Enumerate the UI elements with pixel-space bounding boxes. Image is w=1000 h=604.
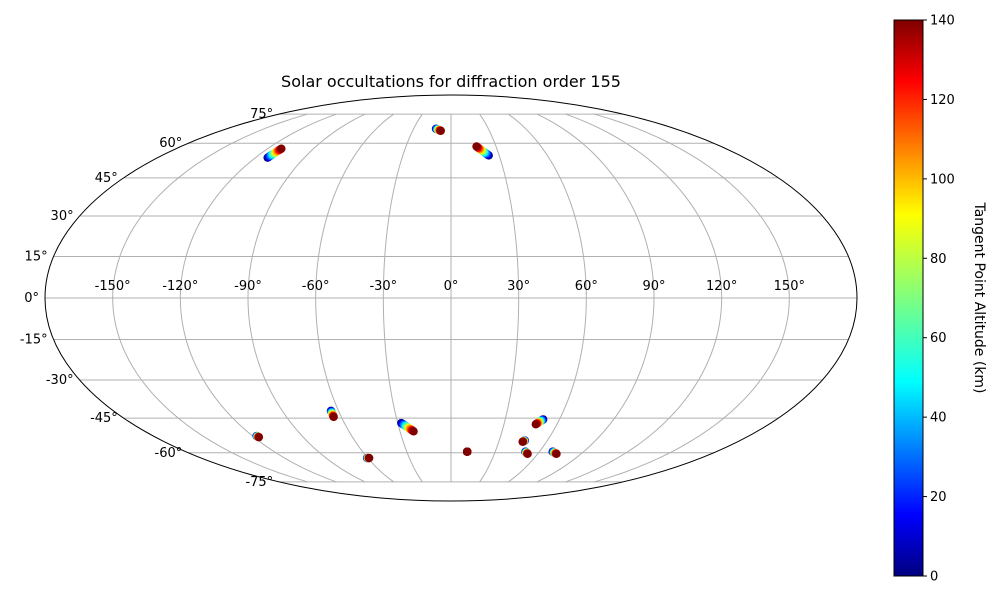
xtick-label: -30° xyxy=(369,279,397,294)
occultation-point xyxy=(463,447,472,456)
colorbar-tick-label: 140 xyxy=(930,14,955,29)
ytick-label: 15° xyxy=(25,249,48,264)
occultation-point xyxy=(523,449,532,459)
gridline-lon xyxy=(536,113,655,483)
occultation-point xyxy=(531,420,540,429)
occultation-point xyxy=(364,453,374,463)
colorbar xyxy=(893,19,924,577)
colorbar-tick-label: 80 xyxy=(930,252,947,267)
xtick-label: 60° xyxy=(575,279,598,294)
occultation-point xyxy=(552,449,561,459)
occultation-point xyxy=(436,126,445,135)
ytick-label: 60° xyxy=(159,136,182,151)
gridline-lon xyxy=(112,113,308,483)
xtick-label: 30° xyxy=(507,279,530,294)
gridline-lon xyxy=(247,113,366,483)
gridline-lon xyxy=(507,113,587,483)
occultation-point xyxy=(409,427,418,436)
gridline-lon xyxy=(179,113,337,483)
latitude-tick-labels: 75° 60° 45° 30° 15° 0° -15° -30° -45° -60° -75° xyxy=(20,107,273,490)
occultation-point xyxy=(518,437,527,446)
colorbar-label: Tangent Point Altitude (km) xyxy=(971,201,987,393)
xtick-label: 120° xyxy=(706,279,737,294)
xtick-label: -150° xyxy=(95,279,131,294)
colorbar-tick-label: 40 xyxy=(930,411,947,426)
gridline-lon xyxy=(565,113,723,483)
colorbar-tick-label: 120 xyxy=(930,93,955,108)
ytick-label: -15° xyxy=(20,333,48,348)
map-outline xyxy=(44,94,858,502)
xtick-label: 90° xyxy=(642,279,665,294)
occultation-points xyxy=(252,124,561,463)
gridline-lon xyxy=(594,113,790,483)
ytick-label: -30° xyxy=(46,373,74,388)
ytick-label: -45° xyxy=(90,411,118,426)
colorbar-tick-label: 20 xyxy=(930,490,947,505)
ytick-label: 75° xyxy=(250,107,273,122)
gridline-lon xyxy=(382,113,423,483)
occultation-point xyxy=(472,142,481,151)
colorbar-tick-label: 60 xyxy=(930,331,947,346)
xtick-label: 150° xyxy=(774,279,805,294)
colorbar-tick-label: 0 xyxy=(930,570,938,585)
chart-title: Solar occultations for diffraction order… xyxy=(281,72,621,91)
ytick-label: -75° xyxy=(245,475,273,490)
gridline-lon xyxy=(315,113,395,483)
colorbar-tick-label: 100 xyxy=(930,172,955,187)
colorbar-ticks: 0 20 40 60 80 100 120 140 xyxy=(923,14,955,585)
occultation-point xyxy=(329,412,338,422)
ytick-label: 0° xyxy=(24,291,39,306)
longitude-tick-labels: -150° -120° -90° -60° -30° 0° 30° 60° 90° 120° 150… xyxy=(95,279,805,294)
xtick-label: -60° xyxy=(302,279,330,294)
xtick-label: 0° xyxy=(444,279,459,294)
occultation-point xyxy=(254,432,264,442)
ytick-label: 45° xyxy=(95,171,118,186)
xtick-label: -90° xyxy=(234,279,262,294)
xtick-label: -120° xyxy=(162,279,198,294)
graticule xyxy=(45,113,857,483)
ytick-label: 30° xyxy=(51,209,74,224)
gridline-lon xyxy=(479,113,520,483)
ytick-label: -60° xyxy=(155,446,183,461)
occultation-point xyxy=(277,144,286,153)
